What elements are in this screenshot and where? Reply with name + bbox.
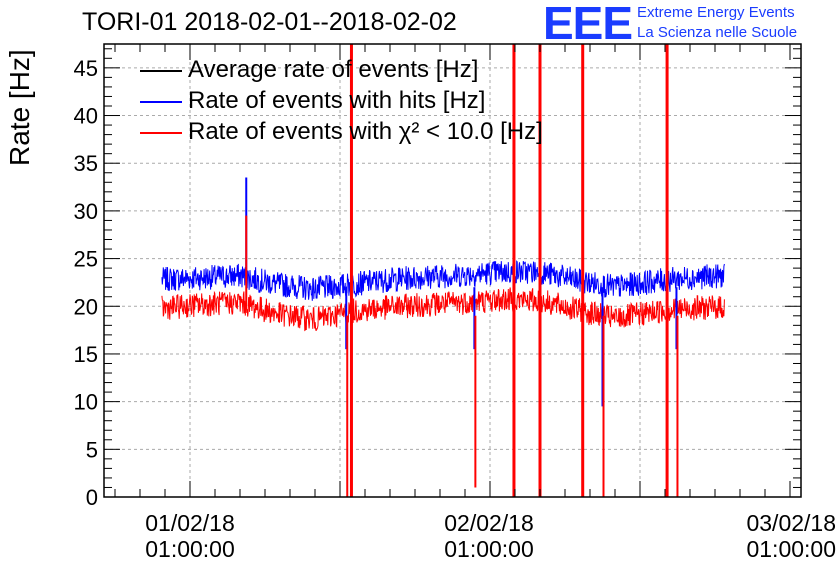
x-tick-time-1: 01:00:00 xyxy=(145,536,235,562)
plot-frame xyxy=(103,43,802,498)
y-tick-label: 10 xyxy=(74,390,98,415)
legend-label-chi2: Rate of events with χ² < 10.0 [Hz] xyxy=(188,118,543,145)
series-hits-line xyxy=(161,260,725,301)
y-tick-label: 40 xyxy=(74,104,98,129)
x-tick-label-1: 01/02/18 01:00:00 xyxy=(120,510,260,562)
chart-title: TORI-01 2018-02-01--2018-02-02 xyxy=(82,8,457,36)
legend-label-hits: Rate of events with hits [Hz] xyxy=(188,87,486,114)
logo-subtitle-1: Extreme Energy Events xyxy=(637,4,795,21)
y-tick-label: 20 xyxy=(74,294,98,319)
x-tick-time-3: 01:00:00 xyxy=(746,536,836,562)
y-tick-label: 35 xyxy=(74,151,98,176)
x-tick-label-3: 03/02/18 01:00:00 xyxy=(696,510,836,562)
x-tick-time-2: 01:00:00 xyxy=(444,536,534,562)
x-tick-date-2: 02/02/18 xyxy=(444,510,534,536)
legend-label-average: Average rate of events [Hz] xyxy=(188,56,479,83)
series-chi2-line xyxy=(161,287,725,332)
legend-swatch-chi2 xyxy=(140,132,182,134)
legend-swatch-average xyxy=(140,70,182,72)
y-tick-label: 5 xyxy=(86,437,98,462)
x-tick-date-3: 03/02/18 xyxy=(746,510,836,536)
x-tick-date-1: 01/02/18 xyxy=(145,510,235,536)
legend-swatch-hits xyxy=(140,101,182,103)
y-tick-label: 0 xyxy=(86,485,98,510)
y-tick-label: 15 xyxy=(74,342,98,367)
logo-subtitle-2: La Scienza nelle Scuole xyxy=(637,24,798,41)
y-axis-label: Rate [Hz] xyxy=(4,49,35,166)
eee-logo: EEE xyxy=(543,0,633,49)
y-tick-label: 45 xyxy=(74,56,98,81)
y-tick-label: 25 xyxy=(74,247,98,272)
x-tick-label-2: 02/02/18 01:00:00 xyxy=(419,510,559,562)
y-tick-label: 30 xyxy=(74,199,98,224)
